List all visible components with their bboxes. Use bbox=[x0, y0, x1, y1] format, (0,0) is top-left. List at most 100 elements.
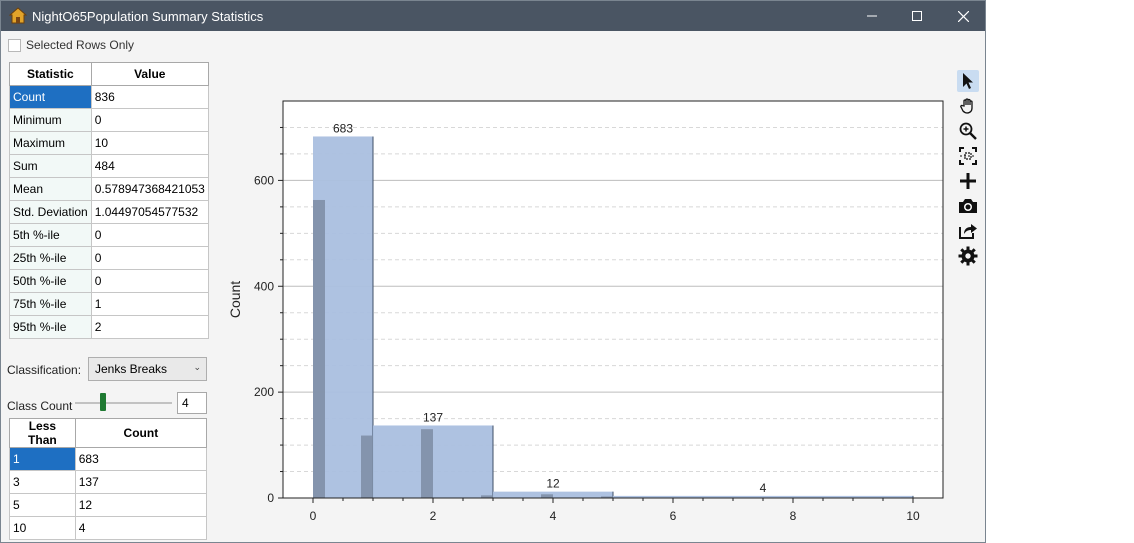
settings-tool-button[interactable] bbox=[957, 245, 979, 267]
class-count-slider-track[interactable] bbox=[75, 402, 172, 404]
export-tool-button[interactable] bbox=[957, 220, 979, 242]
less-than-cell[interactable]: 3 bbox=[9, 470, 76, 494]
class-bar bbox=[613, 495, 913, 498]
statistic-cell[interactable]: Count bbox=[9, 85, 92, 109]
value-cell[interactable]: 0 bbox=[90, 108, 209, 132]
pointer-tool-button[interactable] bbox=[957, 70, 979, 92]
less-than-cell[interactable]: 5 bbox=[9, 493, 76, 517]
statistic-cell[interactable]: 25th %-ile bbox=[9, 246, 92, 270]
table-row[interactable]: 95th %-ile 2 bbox=[9, 315, 209, 339]
table-row[interactable]: Std. Deviation 1.04497054577532 bbox=[9, 200, 209, 224]
table-row[interactable]: 3 137 bbox=[9, 470, 208, 494]
y-tick-label: 200 bbox=[254, 385, 274, 399]
classification-select[interactable]: Jenks Breaks ⌄ bbox=[88, 357, 207, 381]
chevron-down-icon: ⌄ bbox=[193, 362, 201, 372]
value-cell[interactable]: 0.578947368421053 bbox=[90, 177, 209, 201]
close-icon bbox=[957, 10, 969, 22]
zoom-in-tool-button[interactable] bbox=[957, 120, 979, 142]
classification-selected-value: Jenks Breaks bbox=[95, 362, 168, 376]
zoom-in-icon bbox=[959, 122, 977, 140]
crosshair-tool-button[interactable] bbox=[957, 170, 979, 192]
class-count-slider-thumb[interactable] bbox=[100, 393, 106, 411]
pointer-icon bbox=[963, 73, 973, 89]
table-row[interactable]: 10 4 bbox=[9, 516, 208, 540]
value-cell[interactable]: 0 bbox=[90, 223, 209, 247]
screenshot-tool-button[interactable] bbox=[957, 195, 979, 217]
count-cell[interactable]: 137 bbox=[74, 470, 208, 494]
zoom-extent-tool-button[interactable] bbox=[957, 145, 979, 167]
column-header-less-than[interactable]: Less Than bbox=[9, 418, 76, 448]
x-tick-label: 8 bbox=[790, 509, 797, 523]
x-tick-label: 6 bbox=[670, 509, 677, 523]
class-breaks-table-body: 1 683 3 137 5 12 10 4 bbox=[9, 447, 208, 540]
table-row[interactable]: Minimum 0 bbox=[9, 108, 209, 132]
histogram-bar bbox=[601, 496, 613, 498]
value-cell[interactable]: 1.04497054577532 bbox=[90, 200, 209, 224]
column-header-value[interactable]: Value bbox=[90, 62, 209, 86]
histogram-bar bbox=[421, 429, 433, 498]
less-than-cell[interactable]: 10 bbox=[9, 516, 76, 540]
statistic-cell[interactable]: Minimum bbox=[9, 108, 92, 132]
zoom-extent-icon bbox=[959, 147, 977, 165]
table-row[interactable]: Mean 0.578947368421053 bbox=[9, 177, 209, 201]
statistic-cell[interactable]: 5th %-ile bbox=[9, 223, 92, 247]
maximize-button[interactable] bbox=[894, 1, 940, 31]
value-cell[interactable]: 0 bbox=[90, 269, 209, 293]
column-header-statistic[interactable]: Statistic bbox=[9, 62, 92, 86]
value-cell[interactable]: 10 bbox=[90, 131, 209, 155]
value-cell[interactable]: 2 bbox=[90, 315, 209, 339]
x-tick-label: 4 bbox=[550, 509, 557, 523]
pan-hand-icon bbox=[960, 98, 973, 114]
class-bar-label: 4 bbox=[760, 481, 767, 495]
checkbox-box[interactable] bbox=[8, 38, 21, 52]
class-breaks-table: Less Than Count 1 683 3 137 5 12 10 4 bbox=[9, 418, 208, 540]
table-row[interactable]: Maximum 10 bbox=[9, 131, 209, 155]
count-cell[interactable]: 683 bbox=[74, 447, 208, 471]
statistic-cell[interactable]: 50th %-ile bbox=[9, 269, 92, 293]
statistic-cell[interactable]: Maximum bbox=[9, 131, 92, 155]
histogram-chart[interactable]: 68313712402004006000246810NightO65Popula… bbox=[221, 61, 961, 543]
histogram-bar bbox=[313, 199, 325, 498]
y-tick-label: 0 bbox=[267, 491, 274, 505]
statistic-cell[interactable]: Std. Deviation bbox=[9, 200, 92, 224]
camera-icon bbox=[959, 199, 977, 213]
table-row[interactable]: 5 12 bbox=[9, 493, 208, 517]
value-cell[interactable]: 836 bbox=[90, 85, 209, 109]
class-bar-label: 683 bbox=[333, 121, 353, 135]
statistic-cell[interactable]: 95th %-ile bbox=[9, 315, 92, 339]
table-row[interactable]: 50th %-ile 0 bbox=[9, 269, 209, 293]
statistics-table-body: Count 836 Minimum 0 Maximum 10 Sum 484 Mean 0… bbox=[9, 85, 209, 339]
window-client: Selected Rows Only Statistic Value Count… bbox=[1, 31, 985, 543]
table-row[interactable]: Count 836 bbox=[9, 85, 209, 109]
table-row[interactable]: 1 683 bbox=[9, 447, 208, 471]
table-row[interactable]: Sum 484 bbox=[9, 154, 209, 178]
class-count-input[interactable]: 4 bbox=[177, 392, 207, 414]
table-row[interactable]: 75th %-ile 1 bbox=[9, 292, 209, 316]
close-button[interactable] bbox=[940, 1, 986, 31]
statistic-cell[interactable]: Sum bbox=[9, 154, 92, 178]
selected-rows-only-label: Selected Rows Only bbox=[26, 38, 135, 52]
selected-rows-only-checkbox[interactable]: Selected Rows Only bbox=[8, 38, 134, 52]
crosshair-plus-icon bbox=[960, 173, 976, 189]
class-count-label: Class Count bbox=[7, 399, 73, 413]
column-header-count[interactable]: Count bbox=[74, 418, 208, 448]
count-cell[interactable]: 12 bbox=[74, 493, 208, 517]
less-than-cell[interactable]: 1 bbox=[9, 447, 76, 471]
value-cell[interactable]: 484 bbox=[90, 154, 209, 178]
histogram-svg[interactable]: 68313712402004006000246810NightO65Popula… bbox=[221, 61, 961, 543]
statistic-cell[interactable]: Mean bbox=[9, 177, 92, 201]
count-cell[interactable]: 4 bbox=[74, 516, 208, 540]
app-house-icon bbox=[9, 7, 27, 24]
minimize-button[interactable] bbox=[849, 1, 895, 31]
settings-gear-icon bbox=[958, 246, 978, 266]
table-row[interactable]: 25th %-ile 0 bbox=[9, 246, 209, 270]
value-cell[interactable]: 0 bbox=[90, 246, 209, 270]
y-axis-label: Count bbox=[227, 281, 243, 318]
pan-tool-button[interactable] bbox=[957, 95, 979, 117]
value-cell[interactable]: 1 bbox=[90, 292, 209, 316]
histogram-bar bbox=[481, 495, 493, 498]
statistic-cell[interactable]: 75th %-ile bbox=[9, 292, 92, 316]
table-row[interactable]: 5th %-ile 0 bbox=[9, 223, 209, 247]
title-bar[interactable]: NightO65Population Summary Statistics bbox=[1, 1, 985, 31]
histogram-bar bbox=[541, 494, 553, 498]
